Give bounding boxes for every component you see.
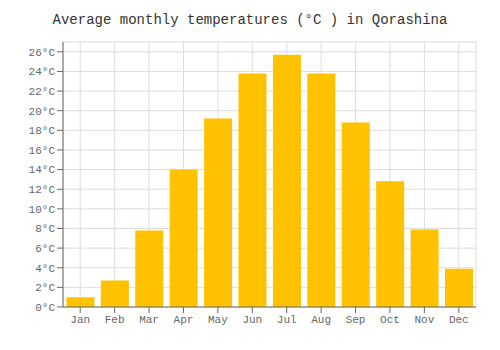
svg-text:Jul: Jul	[277, 314, 297, 326]
svg-text:20°C: 20°C	[29, 106, 56, 118]
svg-text:Jun: Jun	[242, 314, 262, 326]
svg-text:Mar: Mar	[139, 314, 159, 326]
svg-text:2°C: 2°C	[35, 282, 55, 294]
svg-text:12°C: 12°C	[29, 184, 56, 196]
svg-text:22°C: 22°C	[29, 86, 56, 98]
svg-text:Oct: Oct	[380, 314, 400, 326]
svg-text:Apr: Apr	[174, 314, 194, 326]
svg-text:4°C: 4°C	[35, 263, 55, 275]
svg-text:18°C: 18°C	[29, 125, 56, 137]
svg-text:0°C: 0°C	[35, 302, 55, 314]
html-text:Average monthly temperatures (: Average monthly temperatures (°C ) in Qo…	[52, 12, 448, 28]
svg-text:24°C: 24°C	[29, 66, 56, 78]
svg-text:26°C: 26°C	[29, 47, 56, 59]
svg-text:Feb: Feb	[105, 314, 125, 326]
svg-text:8°C: 8°C	[35, 223, 55, 235]
svg-text:Aug: Aug	[311, 314, 331, 326]
svg-text:Nov: Nov	[414, 314, 434, 326]
svg-text:May: May	[208, 314, 228, 326]
svg-text:Sep: Sep	[346, 314, 366, 326]
svg-text:Jan: Jan	[70, 314, 90, 326]
svg-text:Dec: Dec	[449, 314, 469, 326]
svg-text:14°C: 14°C	[29, 164, 56, 176]
svg-text:6°C: 6°C	[35, 243, 55, 255]
svg-text:10°C: 10°C	[29, 204, 56, 216]
svg-text:16°C: 16°C	[29, 145, 56, 157]
